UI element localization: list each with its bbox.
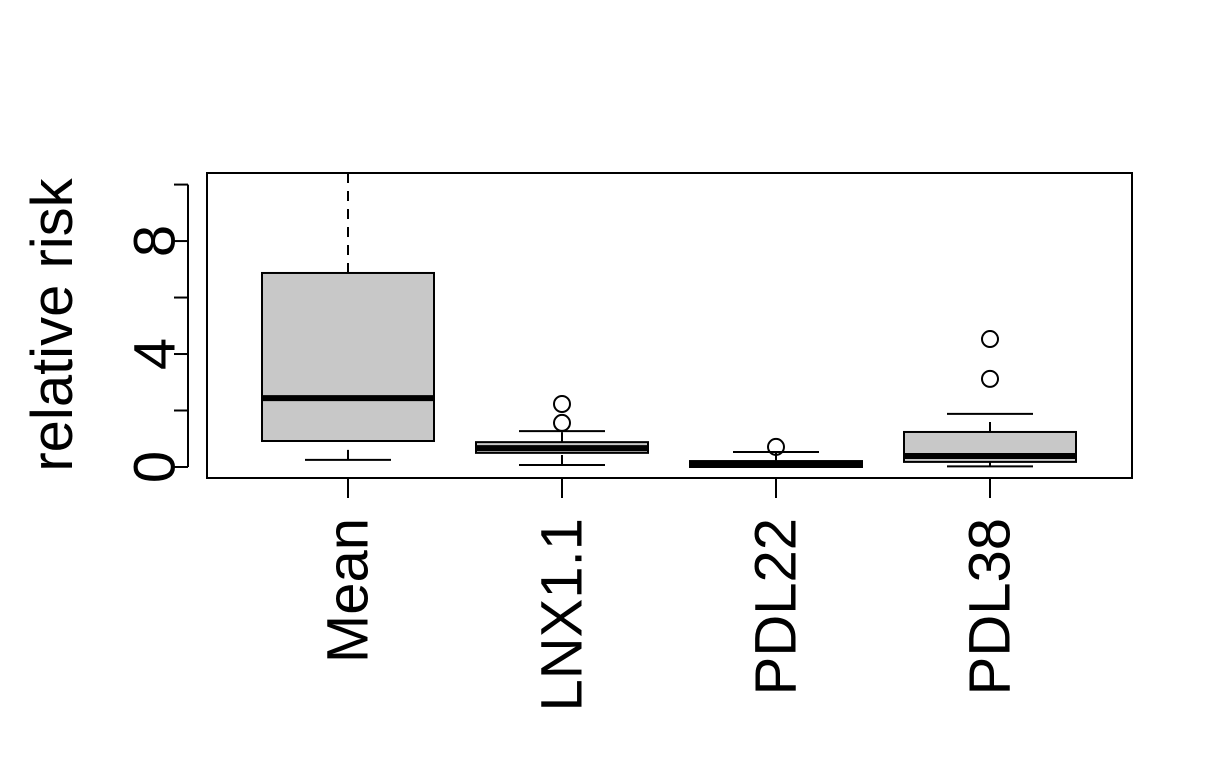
x-tick-label: LNX1.1 [530, 518, 595, 711]
y-tick-label: 0 [123, 451, 188, 483]
outlier [981, 330, 999, 349]
outlier [767, 437, 785, 456]
y-tick-label: 8 [123, 225, 188, 257]
x-tick-label: PDL38 [958, 518, 1023, 695]
outlier [553, 413, 571, 432]
y-tick-label: 4 [123, 338, 188, 370]
outlier [981, 369, 999, 388]
plot-frame [206, 172, 1133, 479]
box [261, 271, 435, 443]
y-axis-label: relative risk [20, 177, 85, 471]
x-tick-label: PDL22 [744, 518, 809, 695]
plot-area [261, 173, 1077, 469]
outlier [553, 395, 571, 414]
x-tick-label: Mean [316, 518, 381, 663]
